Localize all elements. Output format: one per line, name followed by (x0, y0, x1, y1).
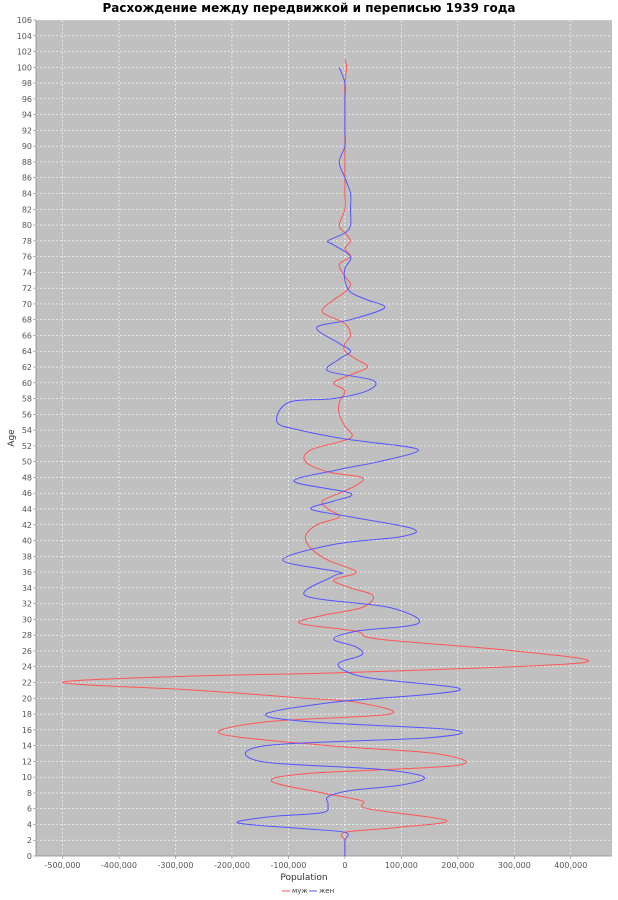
y-tick-label: 24 (22, 663, 32, 672)
series-line-female (236, 67, 463, 856)
y-tick-label: 2 (27, 836, 32, 845)
y-tick-label: 40 (22, 537, 32, 546)
y-tick-label: 48 (22, 473, 32, 482)
y-tick-label: 20 (22, 694, 32, 703)
x-tick-label: 0 (342, 861, 347, 870)
y-tick-label: 86 (22, 174, 32, 183)
y-tick-label: 104 (17, 32, 32, 41)
y-tick-label: 28 (22, 631, 32, 640)
y-tick-label: 96 (22, 95, 32, 104)
y-tick-label: 52 (22, 442, 32, 451)
y-tick-label: 4 (27, 820, 32, 829)
y-tick-label: 60 (22, 379, 32, 388)
y-tick-label: 56 (22, 410, 32, 419)
y-tick-label: 100 (17, 63, 32, 72)
x-tick-label: 100,000 (385, 861, 418, 870)
y-tick-label: 36 (22, 568, 32, 577)
y-tick-label: 92 (22, 126, 32, 135)
x-tick-label: -200,000 (214, 861, 250, 870)
y-tick-label: 6 (27, 805, 32, 814)
x-tick-label: -300,000 (157, 861, 193, 870)
y-tick-label: 98 (22, 79, 32, 88)
x-tick-label: -400,000 (101, 861, 137, 870)
y-tick-label: 18 (22, 710, 32, 719)
y-tick-label: 80 (22, 221, 32, 230)
x-tick-label: 200,000 (441, 861, 474, 870)
y-tick-label: 90 (22, 142, 32, 151)
y-tick-label: 10 (22, 773, 32, 782)
legend-label: жен (319, 887, 334, 895)
y-tick-label: 50 (22, 458, 32, 467)
y-tick-label: 68 (22, 316, 32, 325)
y-tick-label: 14 (22, 742, 32, 751)
y-tick-label: 42 (22, 521, 32, 530)
y-tick-label: 94 (22, 111, 32, 120)
y-tick-label: 34 (22, 584, 32, 593)
y-tick-label: 58 (22, 395, 32, 404)
x-tick-label: -500,000 (45, 861, 81, 870)
y-tick-label: 26 (22, 647, 32, 656)
y-tick-label: 8 (27, 789, 32, 798)
x-axis-title: Population (280, 873, 327, 883)
x-tick-label: -100,000 (270, 861, 306, 870)
y-axis-title: Age (7, 429, 17, 447)
legend-label: муж (292, 887, 308, 895)
y-tick-label: 0 (27, 852, 32, 861)
plot-area (36, 20, 612, 856)
y-tick-label: 30 (22, 615, 32, 624)
x-tick-label: 400,000 (554, 861, 587, 870)
y-tick-label: 32 (22, 600, 32, 609)
y-tick-label: 66 (22, 331, 32, 340)
x-tick-label: 300,000 (498, 861, 531, 870)
y-tick-label: 22 (22, 678, 32, 687)
y-tick-label: 44 (22, 505, 32, 514)
y-tick-label: 70 (22, 300, 32, 309)
y-tick-label: 84 (22, 190, 32, 199)
y-tick-label: 74 (22, 268, 32, 277)
y-tick-label: 76 (22, 253, 32, 262)
y-tick-label: 46 (22, 489, 32, 498)
y-tick-label: 88 (22, 158, 32, 167)
y-tick-label: 72 (22, 284, 32, 293)
y-tick-label: 12 (22, 757, 32, 766)
y-tick-label: 54 (22, 426, 32, 435)
y-tick-label: 78 (22, 237, 32, 246)
y-tick-label: 38 (22, 552, 32, 561)
y-tick-label: 106 (17, 16, 32, 25)
y-tick-label: 82 (22, 205, 32, 214)
chart-title: Расхождение между передвижкой и перепись… (102, 1, 516, 15)
y-tick-label: 102 (17, 48, 32, 57)
y-tick-label: 62 (22, 363, 32, 372)
y-tick-label: 64 (22, 347, 32, 356)
y-tick-label: 16 (22, 726, 32, 735)
